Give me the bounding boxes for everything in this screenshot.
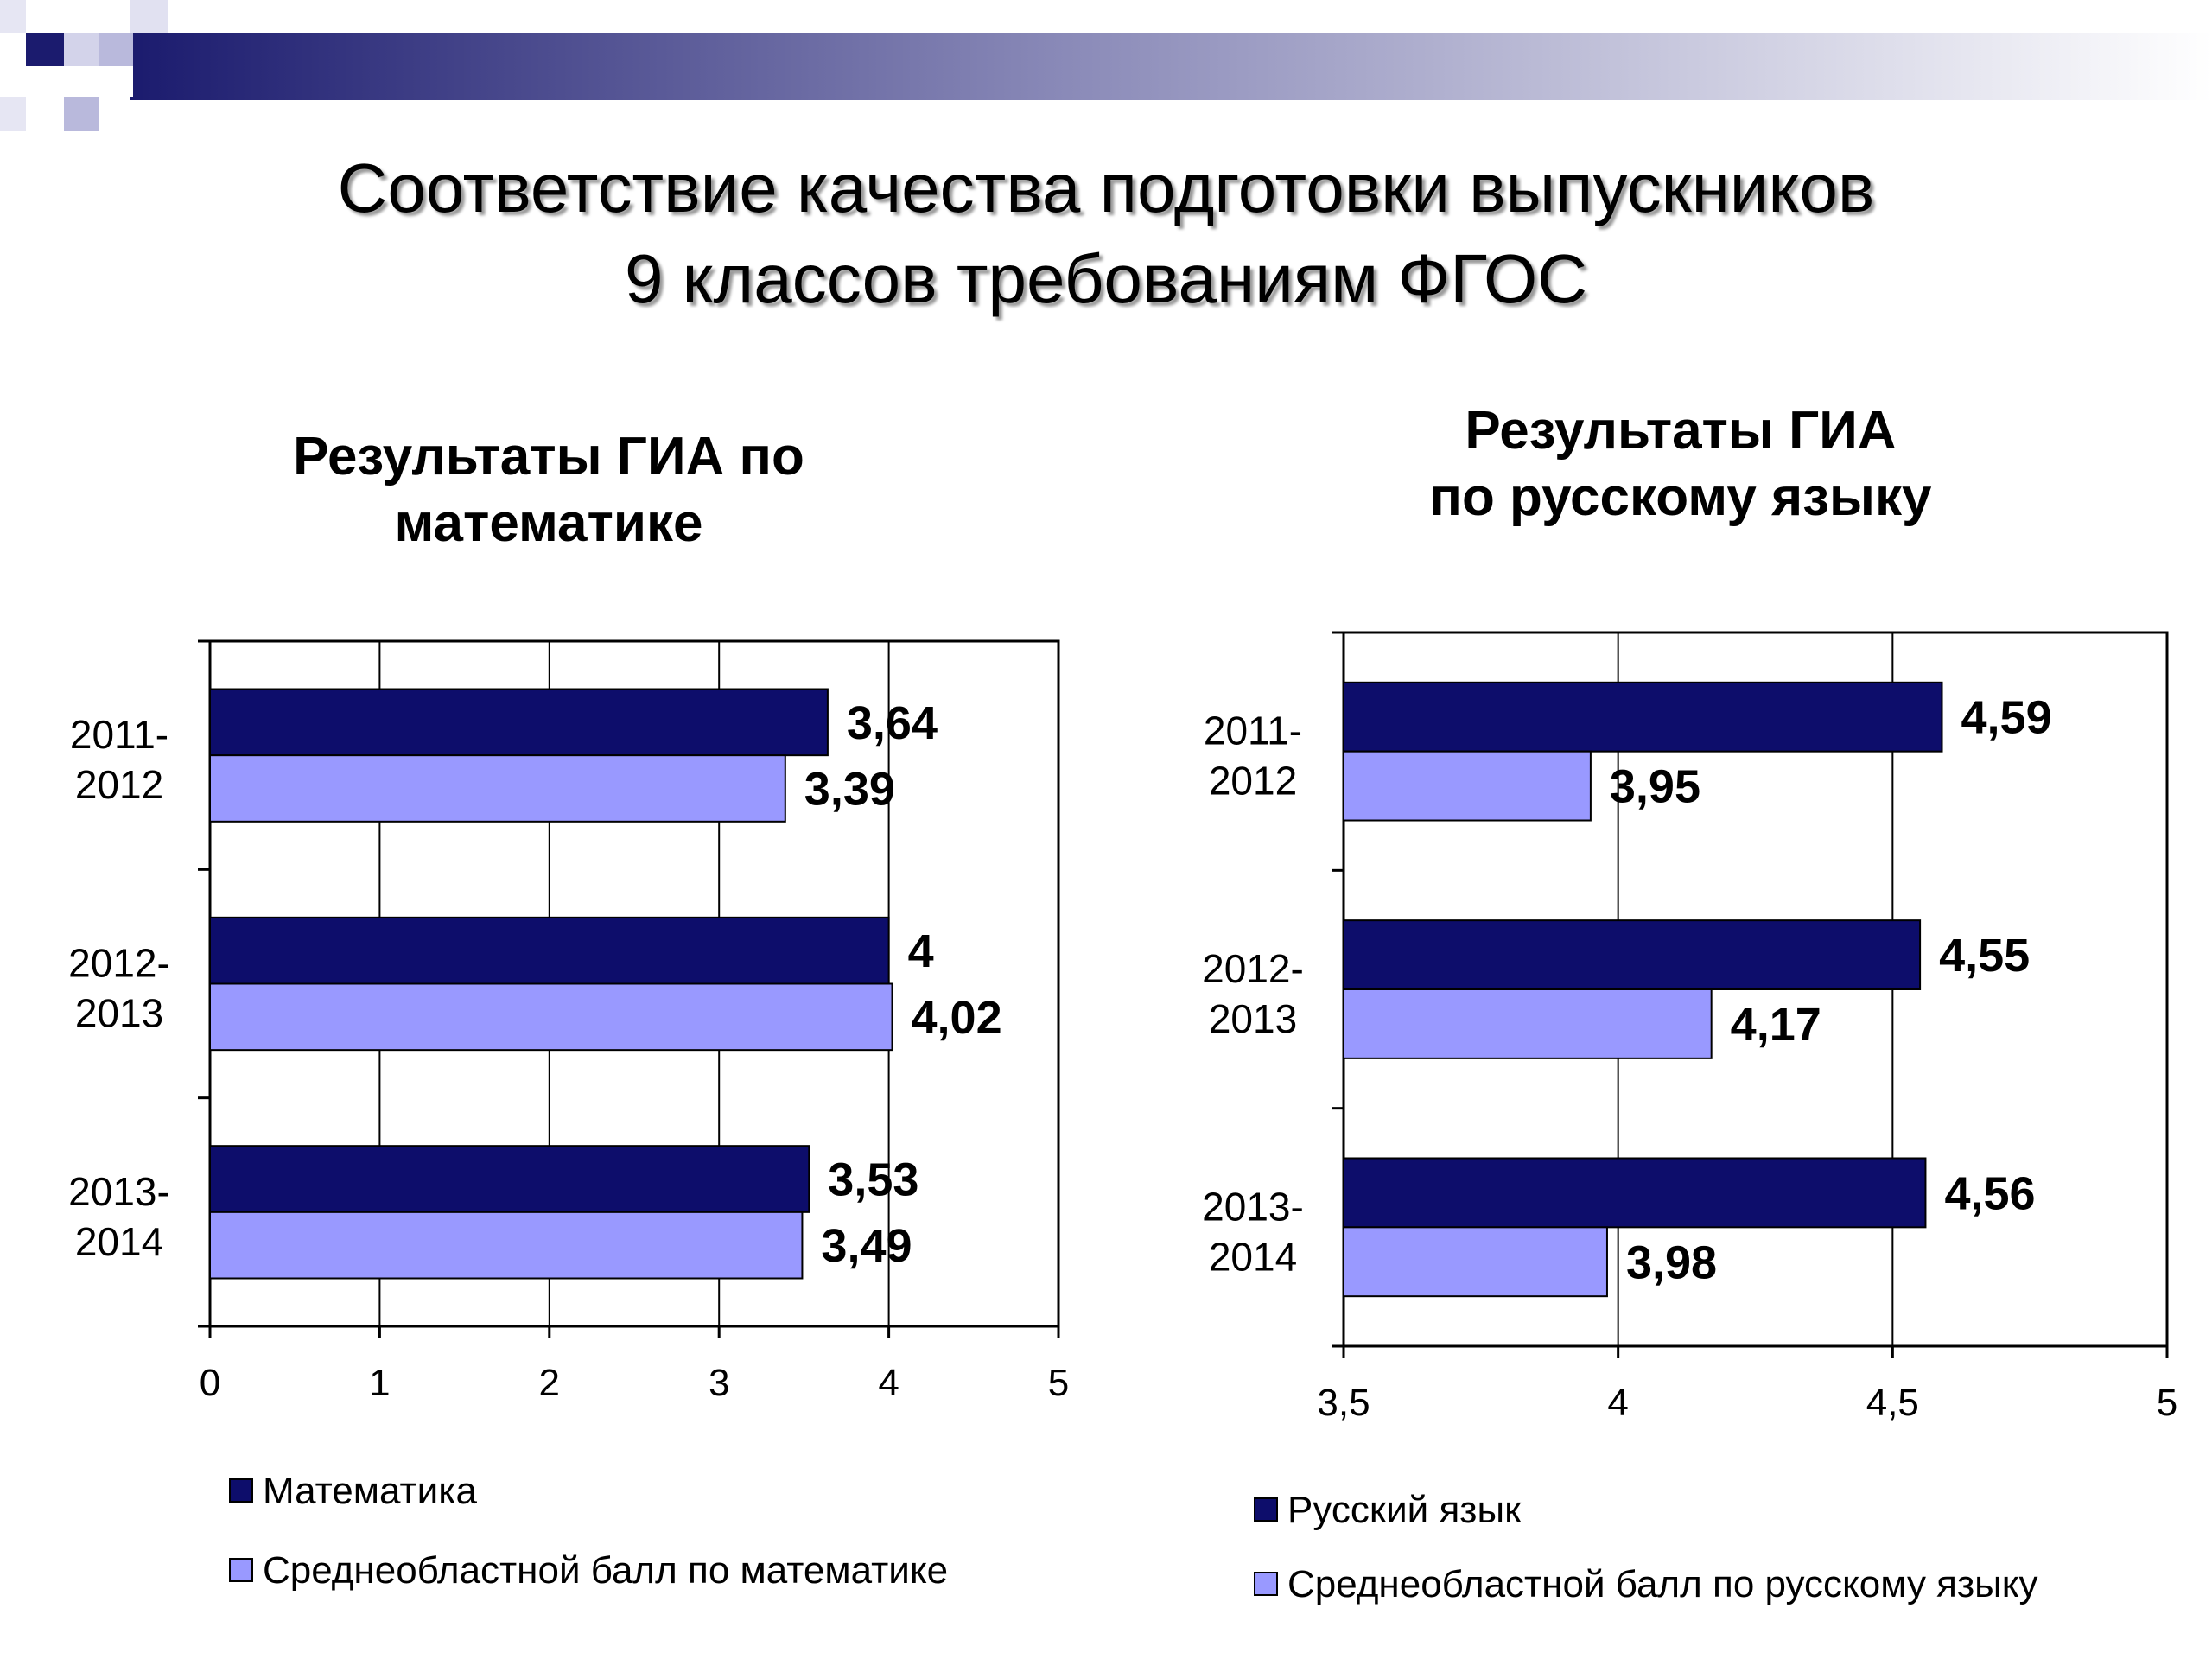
russian-data-label: 3,98: [1626, 1236, 1717, 1288]
russian-data-label: 4,56: [1944, 1167, 2035, 1219]
slide-title-line-2: 9 классов требованиям ФГОС: [624, 240, 1588, 317]
russian-category-label-line: 2011-: [1204, 709, 1302, 753]
russian-x-tick-label: 4: [1607, 1382, 1628, 1424]
russian-x-tick-label: 3,5: [1317, 1382, 1370, 1424]
math-category-label: 2013- 2014: [68, 1169, 170, 1264]
math-category-label: 2011- 2012: [70, 712, 168, 807]
math-bar: [209, 1211, 804, 1280]
russian-category-label-line: 2013: [1209, 996, 1297, 1041]
russian-x-tick-label: 4,5: [1866, 1382, 1919, 1424]
russian-x-tick-label: 5: [2157, 1382, 2177, 1424]
math-x-tick-label: 4: [878, 1362, 899, 1404]
math-category-label-line: 2012-: [68, 941, 170, 986]
russian-data-label: 4,59: [1961, 692, 2052, 744]
russian-data-label: 4,55: [1939, 930, 2030, 982]
math-bar: [209, 754, 786, 823]
math-x-tick-label: 1: [369, 1362, 390, 1404]
russian-category-label-line: 2012-: [1202, 946, 1304, 991]
math-category-label-line: 2013: [75, 991, 163, 1036]
russian-bar: [1343, 1226, 1608, 1298]
math-category-label: 2012- 2013: [68, 941, 170, 1036]
math-x-tick-label: 3: [709, 1362, 729, 1404]
math-category-label-line: 2011-: [70, 712, 168, 757]
math-legend-swatch: [229, 1558, 253, 1582]
math-data-label: 3,53: [828, 1154, 918, 1206]
russian-bar: [1343, 681, 1943, 753]
russian-category-label-line: 2012: [1209, 759, 1297, 804]
math-chart-title-line-2: математике: [394, 493, 703, 553]
slide-title-line-1: Соответствие качества подготовки выпускн…: [337, 149, 1875, 226]
russian-legend-swatch: [1254, 1572, 1278, 1596]
math-data-label: 3,64: [847, 697, 938, 749]
math-chart-title: Результаты ГИА по математике: [199, 423, 899, 556]
russian-legend-swatch: [1254, 1497, 1278, 1522]
math-category-label-line: 2012: [75, 762, 163, 807]
math-bar: [209, 1145, 810, 1213]
math-chart-title-line-1: Результаты ГИА по: [293, 427, 804, 486]
russian-data-label: 4,17: [1731, 999, 1821, 1051]
russian-bar: [1343, 988, 1713, 1059]
math-legend-swatch: [229, 1478, 253, 1503]
russian-category-label-line: 2013-: [1202, 1184, 1304, 1229]
math-bar: [209, 982, 893, 1052]
russian-chart-title: Результаты ГИА по русскому языку: [1326, 397, 2035, 531]
math-data-label: 3,49: [821, 1220, 912, 1272]
math-data-label: 3,39: [804, 763, 895, 815]
math-x-tick-label: 2: [539, 1362, 560, 1404]
math-bar: [209, 688, 829, 757]
slide-title: Соответствие качества подготовки выпускн…: [0, 143, 2212, 324]
russian-bar: [1343, 1157, 1927, 1229]
russian-legend-label: Русский язык: [1287, 1489, 1522, 1531]
russian-bar: [1343, 750, 1592, 822]
math-category-label-line: 2014: [75, 1219, 163, 1264]
russian-data-label: 3,95: [1610, 761, 1700, 813]
math-legend-label: Математика: [263, 1470, 477, 1512]
math-category-label-line: 2013-: [68, 1169, 170, 1214]
russian-category-label: 2013- 2014: [1202, 1184, 1304, 1279]
russian-bar: [1343, 919, 1922, 990]
russian-chart-title-line-1: Результаты ГИА: [1465, 401, 1897, 461]
russian-legend-label: Среднеобластной балл по русскому языку: [1287, 1563, 2038, 1605]
math-bar: [209, 916, 890, 985]
russian-chart-title-line-2: по русскому языку: [1429, 467, 1932, 527]
math-x-tick-label: 0: [200, 1362, 220, 1404]
math-legend-label: Среднеобластной балл по математике: [263, 1549, 948, 1592]
math-data-label: 4,02: [912, 992, 1002, 1044]
math-data-label: 4: [908, 925, 934, 977]
slide-header-decoration: [0, 0, 2212, 131]
russian-category-label-line: 2014: [1209, 1234, 1297, 1279]
russian-category-label: 2011- 2012: [1204, 709, 1302, 804]
math-x-tick-label: 5: [1048, 1362, 1069, 1404]
russian-category-label: 2012- 2013: [1202, 946, 1304, 1041]
